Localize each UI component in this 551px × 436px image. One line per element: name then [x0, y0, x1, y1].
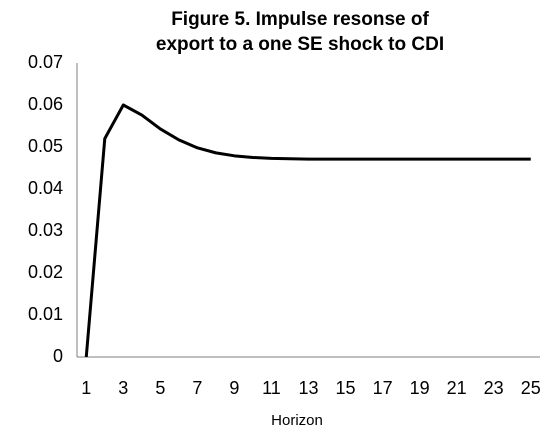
- x-tick-label: 5: [155, 378, 165, 398]
- y-tick-label: 0: [53, 346, 63, 366]
- x-tick-label: 3: [118, 378, 128, 398]
- y-tick-label: 0.07: [28, 52, 63, 72]
- x-tick-label: 19: [410, 378, 430, 398]
- x-axis-title: Horizon: [271, 412, 323, 429]
- y-tick-label: 0.02: [28, 262, 63, 282]
- x-tick-label: 9: [229, 378, 239, 398]
- x-tick-label: 13: [298, 378, 318, 398]
- y-tick-label: 0.05: [28, 136, 63, 156]
- x-tick-label: 1: [81, 378, 91, 398]
- y-tick-label: 0.06: [28, 94, 63, 114]
- x-tick-label: 7: [192, 378, 202, 398]
- x-tick-label: 11: [262, 378, 281, 398]
- line-series: [84, 103, 531, 358]
- chart-title: Figure 5. Impulse resonse of: [171, 9, 429, 30]
- y-tick-label: 0.01: [28, 304, 63, 324]
- x-tick-label: 23: [484, 378, 504, 398]
- x-tick-label: 21: [447, 378, 467, 398]
- x-tick-label: 17: [373, 378, 393, 398]
- x-tick-label: 15: [336, 378, 356, 398]
- x-tick-label: 25: [521, 378, 541, 398]
- y-tick-label: 0.03: [28, 220, 63, 240]
- y-tick-label: 0.04: [28, 178, 63, 198]
- chart-title: export to a one SE shock to CDI: [156, 34, 444, 55]
